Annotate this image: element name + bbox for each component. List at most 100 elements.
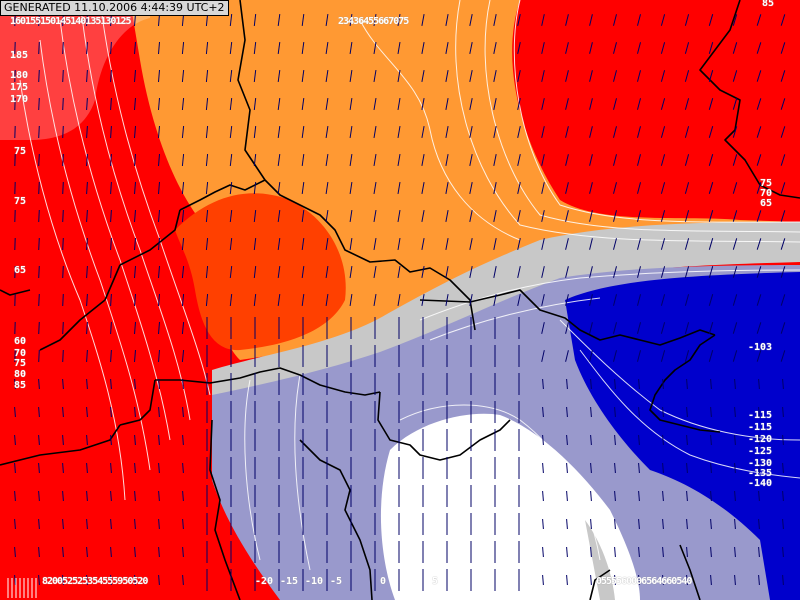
wind-arrow: [181, 293, 185, 307]
wind-arrow: [38, 378, 40, 390]
wind-arrow: [613, 238, 617, 250]
wind-arrow: [205, 69, 209, 83]
wind-arrow: [325, 70, 329, 82]
wind-arrow: [181, 13, 185, 27]
gray-wedge-topleft: [0, 0, 150, 140]
wind-arrow: [732, 154, 738, 166]
wind-arrow: [158, 97, 160, 111]
wind-arrow: [421, 70, 425, 82]
wind-arrow: [590, 378, 592, 390]
wind-arrow: [38, 434, 40, 446]
wind-arrow: [229, 265, 233, 279]
gray-band: [212, 222, 800, 395]
wind-arrow: [277, 294, 281, 306]
wind-arrow: [158, 490, 160, 502]
wind-arrow: [662, 574, 664, 586]
wind-arrow: [158, 237, 160, 251]
wind-arrow: [686, 546, 688, 558]
wind-arrow: [38, 406, 40, 418]
wind-arrow: [469, 70, 473, 82]
contour-label-right-5: -115: [748, 422, 773, 433]
wind-arrow: [134, 434, 136, 446]
wind-arrow: [637, 210, 641, 222]
wind-arrow: [566, 378, 568, 390]
wind-arrow: [590, 518, 592, 530]
wind-arrow: [708, 210, 714, 222]
wind-arrow: [758, 574, 760, 586]
wind-arrow: [732, 322, 738, 334]
wind-arrow: [445, 14, 449, 26]
wind-arrow: [684, 266, 690, 278]
wind-arrow: [684, 154, 690, 166]
wind-arrow: [301, 266, 305, 278]
wind-arrow: [277, 14, 281, 26]
wind-arrow: [14, 518, 16, 530]
wind-arrow: [205, 153, 209, 167]
wind-arrow: [62, 574, 64, 586]
wind-arrow: [638, 518, 640, 530]
wind-arrow: [158, 41, 160, 55]
wind-arrow: [421, 14, 425, 26]
contour-label-right-8: -130: [748, 458, 773, 469]
wind-arrow: [469, 210, 473, 222]
wind-arrow: [732, 70, 738, 82]
wind-arrow: [710, 574, 712, 586]
wind-arrow: [662, 518, 664, 530]
wind-arrow: [253, 209, 257, 223]
wind-arrow: [638, 378, 640, 390]
wind-arrow: [181, 69, 185, 83]
wind-arrow: [349, 210, 353, 222]
wind-arrow: [38, 237, 40, 251]
wind-arrow: [182, 406, 184, 418]
wind-arrow: [86, 574, 88, 586]
wind-arrow: [277, 266, 281, 278]
wind-arrow: [732, 182, 738, 194]
wind-arrow: [613, 126, 617, 138]
wind-arrow: [38, 349, 40, 363]
wind-arrow: [110, 97, 112, 111]
wind-arrow: [710, 378, 712, 390]
wind-arrow: [589, 266, 593, 278]
wind-arrow: [62, 69, 64, 83]
wind-arrow: [589, 126, 593, 138]
wind-arrow: [708, 14, 714, 26]
wind-arrow: [637, 42, 641, 54]
wind-arrow: [182, 462, 184, 474]
wind-arrow: [613, 70, 617, 82]
wind-arrow: [589, 154, 593, 166]
wind-arrow: [734, 378, 736, 390]
wind-arrow: [758, 406, 760, 418]
wind-arrow: [14, 434, 16, 446]
wind-arrow: [590, 546, 592, 558]
contour-label-left-10: 80: [14, 369, 27, 380]
wind-arrow: [325, 14, 329, 26]
wind-arrow: [134, 518, 136, 530]
wind-arrow: [253, 97, 257, 111]
wind-arrow: [373, 154, 377, 166]
wind-arrow: [613, 322, 617, 334]
wind-arrow: [637, 182, 641, 194]
wind-arrow: [158, 462, 160, 474]
wind-arrow: [660, 294, 666, 306]
wind-arrow: [181, 125, 185, 139]
wind-arrow: [182, 378, 184, 390]
contour-label-bottom-4: 0: [380, 576, 387, 587]
wind-arrow: [86, 546, 88, 558]
wind-arrow: [710, 434, 712, 446]
wind-arrow: [541, 42, 545, 54]
wind-arrow: [205, 97, 209, 111]
wind-arrow: [158, 209, 160, 223]
wind-arrow: [638, 462, 640, 474]
wind-arrow: [686, 518, 688, 530]
wind-arrow: [732, 210, 738, 222]
wind-arrow: [541, 238, 545, 250]
wind-arrow: [158, 546, 160, 558]
wind-arrow: [756, 238, 762, 250]
wind-arrow: [38, 518, 40, 530]
wind-arrow: [14, 378, 16, 390]
wind-arrow: [660, 238, 666, 250]
wind-arrow: [710, 406, 712, 418]
wind-arrow: [301, 294, 305, 306]
contour-label-left-11: 85: [14, 380, 27, 391]
